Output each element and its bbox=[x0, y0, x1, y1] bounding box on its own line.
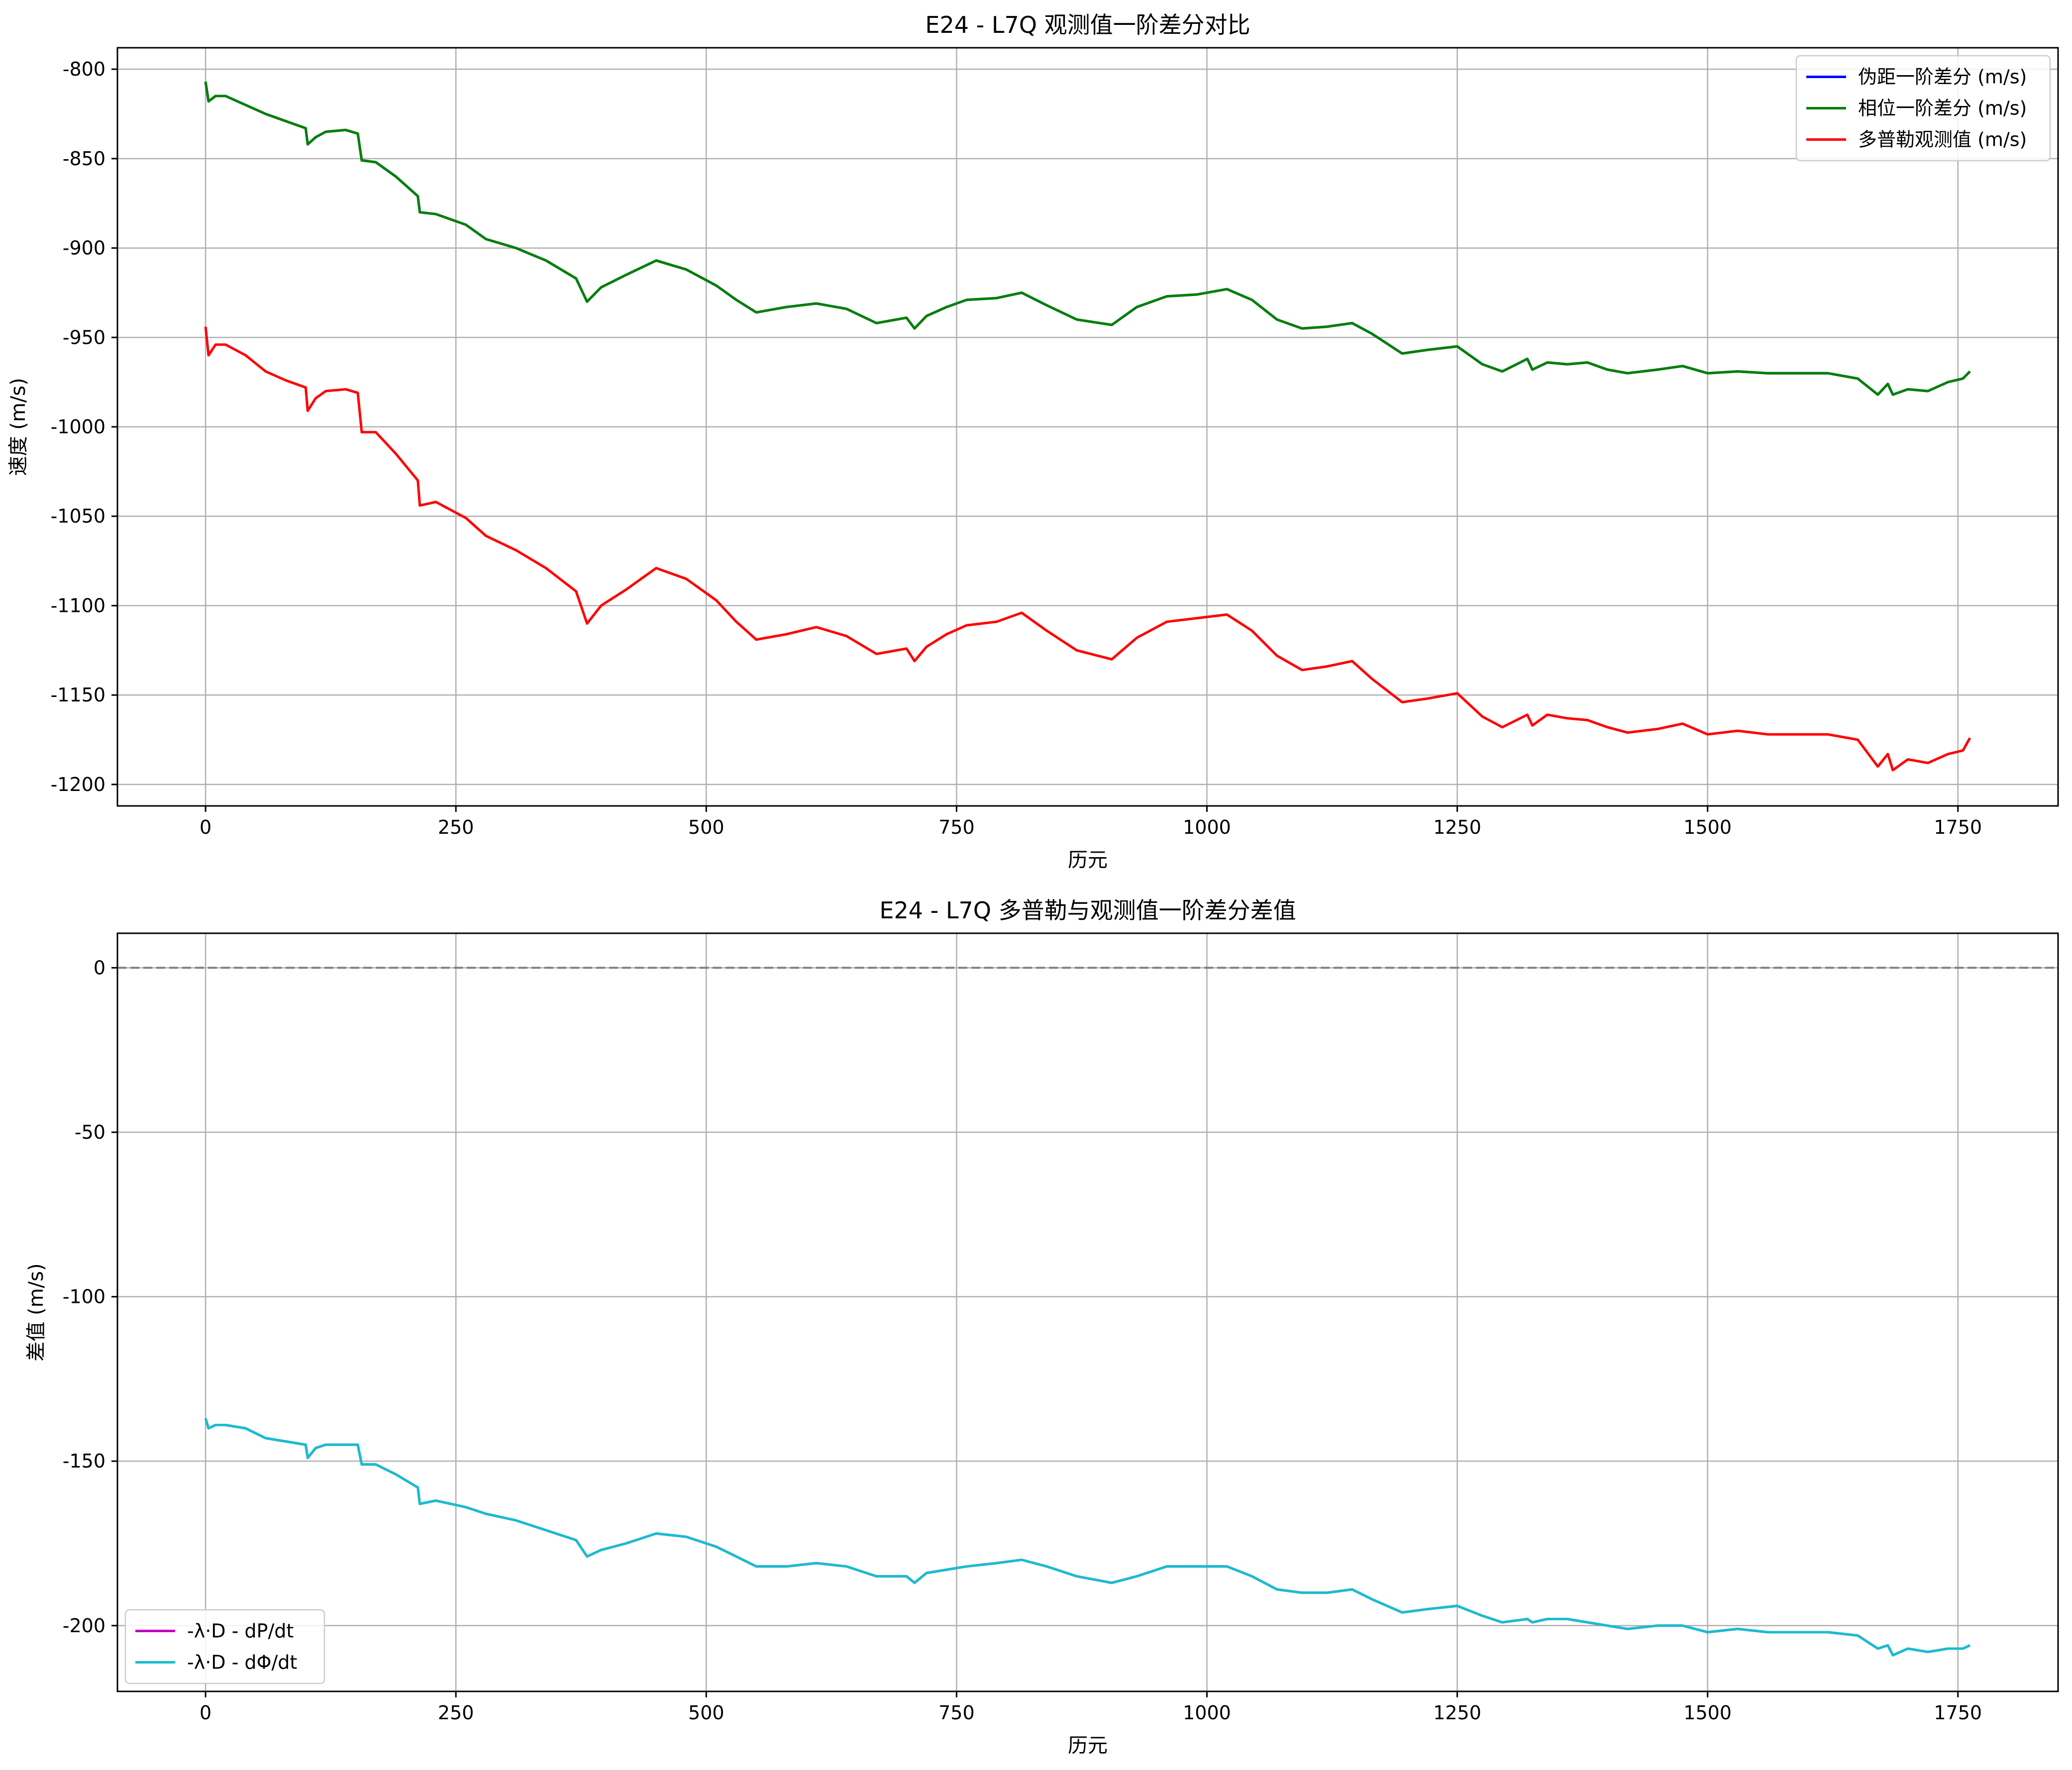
chart-title: E24 - L7Q 多普勒与观测值一阶差分差值 bbox=[879, 897, 1296, 924]
velocity-comparison-chart: 0 250 500 750 1000 1250 1500 1750 -800 -850 -900 -9… bbox=[7, 11, 2059, 872]
x-tick-label: 1750 bbox=[1934, 816, 1982, 838]
x-tick-label: 250 bbox=[438, 816, 474, 838]
y-tick-label: -50 bbox=[75, 1121, 105, 1143]
y-tick-label: -1000 bbox=[51, 416, 105, 438]
x-tick-label: 500 bbox=[688, 816, 725, 838]
x-tick-label: 1000 bbox=[1183, 816, 1231, 838]
legend: -λ·D - dP/dt -λ·D - dΦ/dt bbox=[124, 1609, 325, 1684]
series-line-2 bbox=[204, 1418, 1970, 1657]
y-tick-label: -800 bbox=[63, 58, 105, 80]
x-tick-label: 0 bbox=[200, 1702, 211, 1724]
y-tick-label: -1050 bbox=[51, 505, 105, 527]
x-tick-label: 250 bbox=[438, 1702, 474, 1724]
y-tick-label: -900 bbox=[63, 237, 105, 259]
x-tick-label: 750 bbox=[938, 1702, 975, 1724]
y-axis-title: 速度 (m/s) bbox=[7, 378, 30, 476]
x-tick-label: 750 bbox=[938, 816, 975, 838]
legend-label: 多普勒观测值 (m/s) bbox=[1858, 129, 2027, 151]
legend: 伪距一阶差分 (m/s) 相位一阶差分 (m/s) 多普勒观测值 (m/s) bbox=[1795, 55, 2051, 162]
x-axis-title: 历元 bbox=[1068, 849, 1108, 872]
x-tick-label: 1250 bbox=[1433, 1702, 1481, 1724]
difference-chart: 0 250 500 750 1000 1250 1500 1750 0 -50 -100 -150 -2… bbox=[25, 897, 2059, 1757]
legend-label: 伪距一阶差分 (m/s) bbox=[1858, 66, 2027, 88]
x-tick-label: 1500 bbox=[1683, 1702, 1732, 1724]
x-tick-label: 1250 bbox=[1433, 816, 1481, 838]
y-axis-title: 差值 (m/s) bbox=[25, 1263, 48, 1361]
x-axis-title: 历元 bbox=[1068, 1734, 1108, 1757]
y-tick-label: -100 bbox=[63, 1286, 105, 1308]
y-tick-label: -200 bbox=[63, 1615, 105, 1637]
y-tick-label: -850 bbox=[63, 148, 105, 170]
x-tick-label: 0 bbox=[200, 816, 211, 838]
x-tick-label: 1000 bbox=[1183, 1702, 1231, 1724]
y-tick-label: -150 bbox=[63, 1450, 105, 1472]
y-tick-label: -1150 bbox=[51, 684, 105, 706]
y-tick-label: -1100 bbox=[51, 594, 105, 616]
plot-frame bbox=[116, 932, 2059, 1692]
y-tick-label: 0 bbox=[94, 957, 105, 979]
series-line-3 bbox=[204, 326, 1971, 772]
legend-label: 相位一阶差分 (m/s) bbox=[1858, 98, 2027, 119]
chart-title: E24 - L7Q 观测值一阶差分对比 bbox=[925, 11, 1250, 38]
series-line-2 bbox=[204, 81, 1971, 396]
x-tick-label: 1750 bbox=[1934, 1702, 1982, 1724]
legend-label: -λ·D - dP/dt bbox=[187, 1620, 294, 1642]
y-tick-label: -1200 bbox=[51, 774, 105, 795]
x-tick-label: 1500 bbox=[1683, 816, 1732, 838]
y-tick-label: -950 bbox=[63, 326, 105, 348]
legend-box bbox=[1795, 55, 2051, 162]
legend-box bbox=[124, 1609, 325, 1684]
x-tick-label: 500 bbox=[688, 1702, 725, 1724]
legend-label: -λ·D - dΦ/dt bbox=[187, 1652, 297, 1673]
